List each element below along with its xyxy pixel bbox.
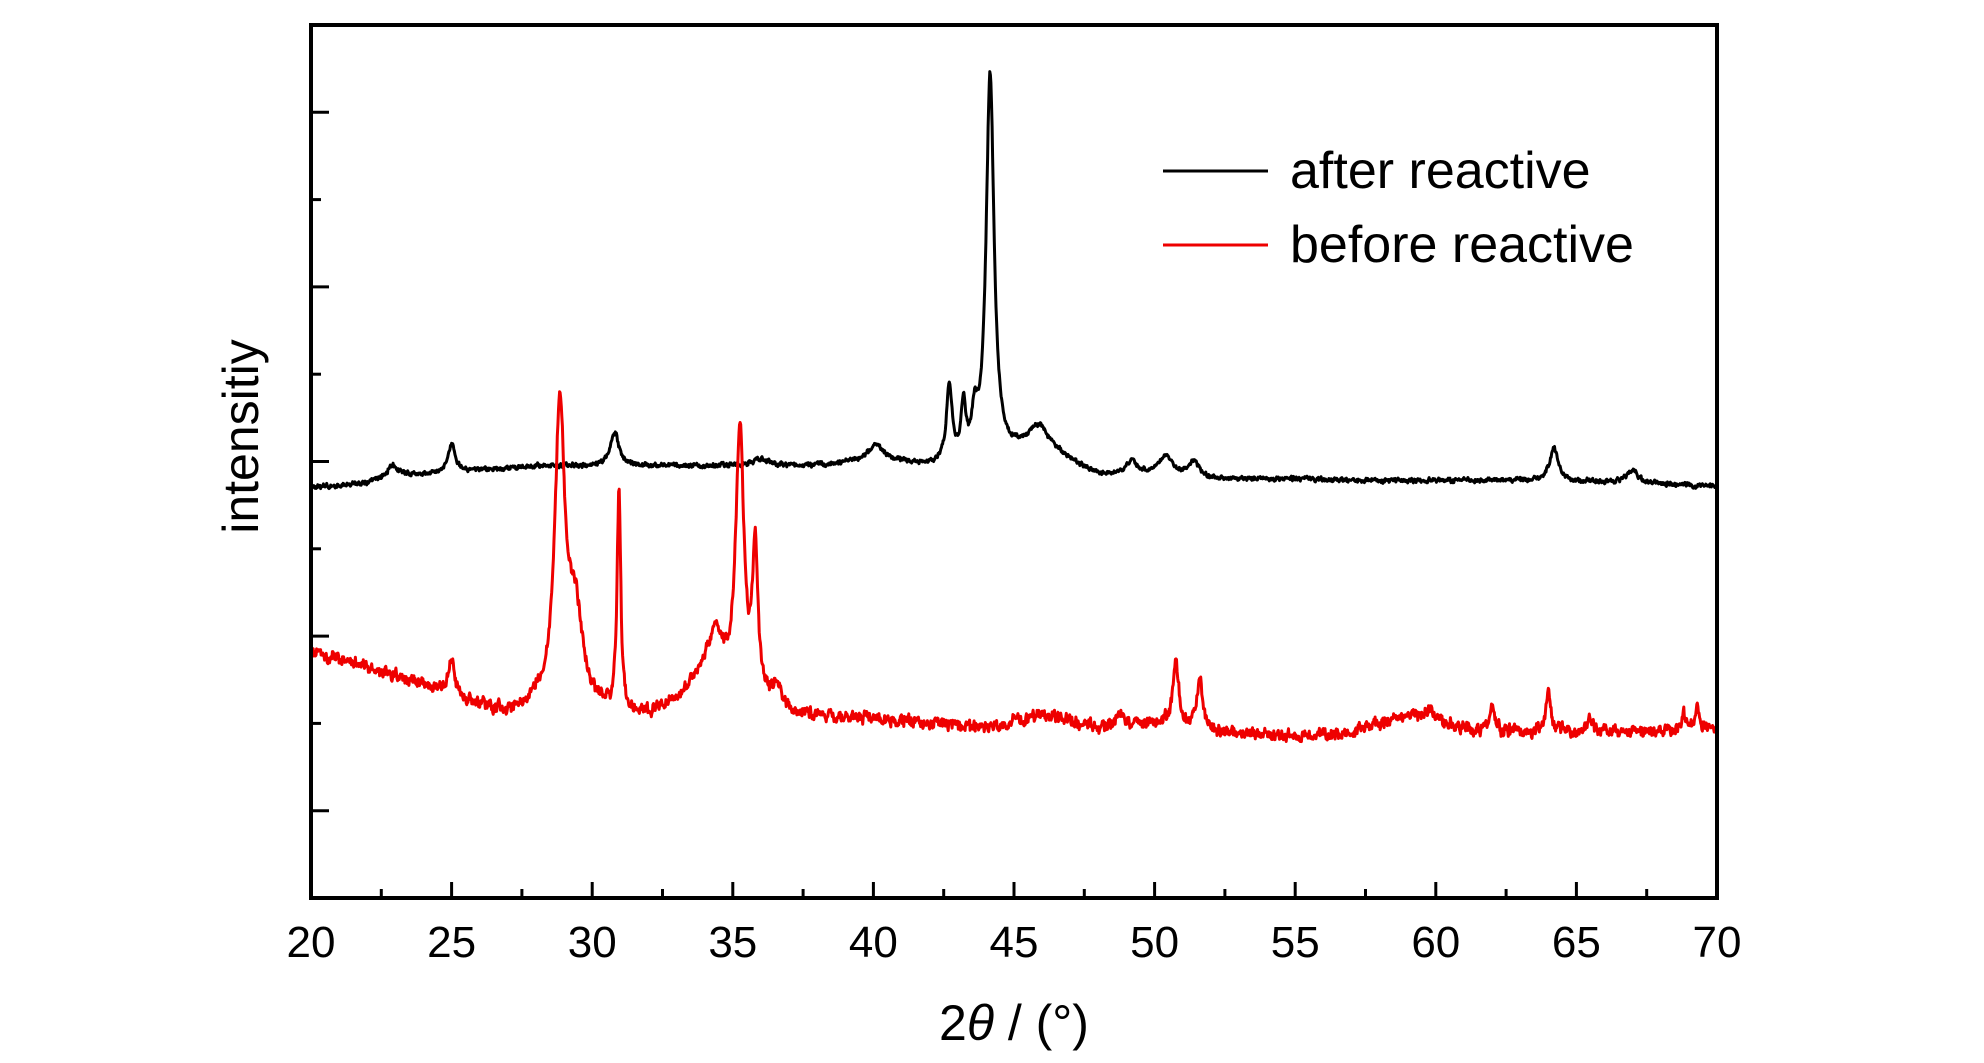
x-tick-label: 20 (287, 918, 336, 967)
legend-label-before-reactive: before reactive (1290, 216, 1634, 274)
x-tick-label: 40 (849, 918, 898, 967)
x-tick-label: 70 (1693, 918, 1742, 967)
x-tick-label: 30 (568, 918, 617, 967)
x-axis-tick-labels: 20 25 30 35 40 45 50 55 60 65 70 (287, 918, 1742, 967)
x-tick-label: 50 (1130, 918, 1179, 967)
plot-series (309, 70, 1719, 744)
x-axis-title: 2θ / (°) (939, 995, 1089, 1051)
series-line-before-reactive (309, 390, 1719, 744)
legend: after reactive before reactive (1163, 142, 1634, 274)
x-tick-label: 60 (1411, 918, 1460, 967)
x-axis-ticks (309, 882, 1719, 898)
y-axis-title: intensitiy (213, 339, 269, 534)
x-axis-title-symbol: θ (967, 995, 994, 1051)
x-tick-label: 35 (708, 918, 757, 967)
legend-label-after-reactive: after reactive (1290, 142, 1591, 200)
series-line-after-reactive (310, 70, 1719, 491)
x-axis-title-suffix: / (°) (994, 995, 1089, 1051)
x-tick-label: 45 (990, 918, 1039, 967)
x-tick-label: 65 (1552, 918, 1601, 967)
x-axis-title-prefix: 2 (939, 995, 967, 1051)
y-axis-ticks (311, 110, 329, 813)
x-tick-label: 55 (1271, 918, 1320, 967)
x-tick-label: 25 (427, 918, 476, 967)
